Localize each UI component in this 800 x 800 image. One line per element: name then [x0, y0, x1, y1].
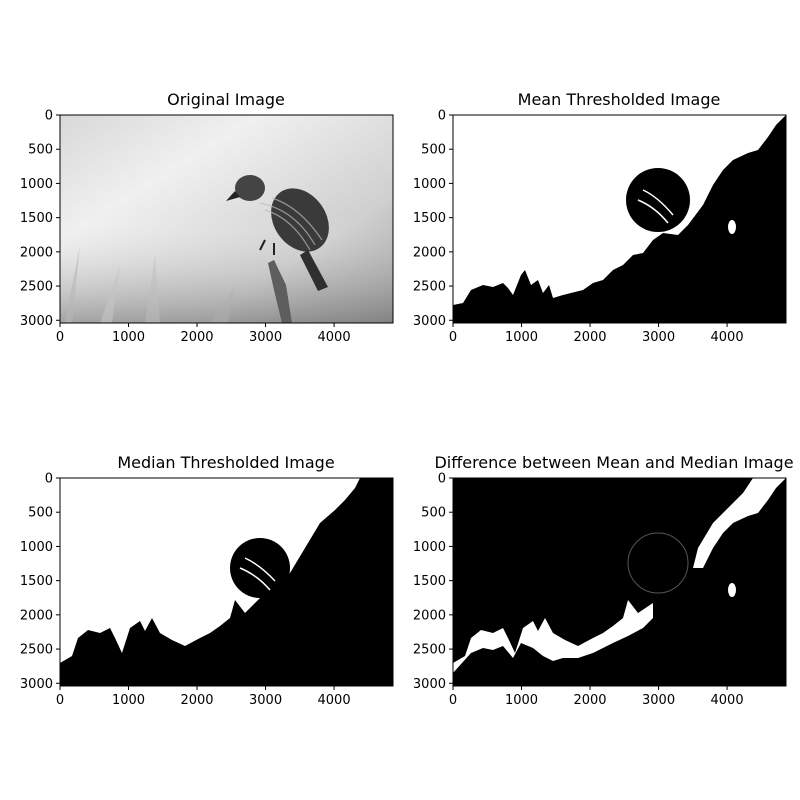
y-tick-label: 500	[421, 143, 446, 158]
diff-bird-outline	[627, 532, 689, 594]
x-tick-label: 3000	[249, 693, 282, 708]
y-tick-label: 0	[438, 109, 446, 124]
y-tick-label: 2500	[413, 643, 446, 658]
x-tick-label: 1000	[505, 693, 538, 708]
y-tick-label: 0	[45, 109, 53, 124]
x-ticks: 0 1000 2000 3000 4000	[56, 323, 351, 345]
y-tick-label: 1000	[20, 177, 53, 192]
x-tick-label: 4000	[711, 330, 744, 345]
axes-median: 0 1000 2000 3000 4000 0 500 1000 1500 2000 2500 30…	[20, 472, 394, 708]
x-tick-label: 2000	[573, 693, 606, 708]
x-tick-label: 3000	[642, 330, 675, 345]
y-tick-label: 500	[421, 506, 446, 521]
mask-white-spot	[728, 220, 736, 234]
axes-frame	[452, 114, 787, 324]
y-tick-label: 3000	[413, 314, 446, 329]
panel-title-difference: Difference between Mean and Median Image	[434, 453, 794, 472]
y-tick-label: 3000	[20, 677, 53, 692]
bird-stripes	[259, 197, 323, 251]
axes-frame	[59, 114, 394, 324]
diff-white-band	[453, 600, 653, 673]
y-tick-label: 2500	[413, 280, 446, 295]
y-tick-label: 1000	[20, 540, 53, 555]
y-tick-label: 1500	[413, 211, 446, 226]
y-tick-label: 3000	[413, 677, 446, 692]
x-tick-label: 1000	[112, 330, 145, 345]
x-tick-label: 2000	[573, 330, 606, 345]
axes-frame	[59, 477, 394, 687]
x-tick-label: 1000	[505, 330, 538, 345]
x-tick-label: 0	[56, 330, 64, 345]
y-tick-label: 3000	[20, 314, 53, 329]
mask-white-spot	[728, 583, 736, 597]
grass-blade	[145, 255, 160, 323]
axes-mean: 0 1000 2000 3000 4000 0 500 1000 1500 2000 2500 30…	[413, 109, 787, 345]
y-tick-label: 1500	[413, 574, 446, 589]
branch	[268, 260, 292, 323]
y-tick-label: 1000	[413, 177, 446, 192]
panel-title-original: Original Image	[167, 90, 285, 109]
x-tick-label: 1000	[112, 693, 145, 708]
x-tick-label: 2000	[180, 330, 213, 345]
x-tick-label: 0	[449, 693, 457, 708]
grass-blade	[100, 265, 120, 323]
y-tick-label: 0	[438, 472, 446, 487]
x-tick-label: 0	[449, 330, 457, 345]
y-tick-label: 2500	[20, 643, 53, 658]
mask-black-region	[453, 115, 786, 323]
x-ticks: 0 1000 2000 3000 4000	[56, 686, 351, 708]
bird-beak	[226, 191, 240, 201]
y-ticks: 0 500 1000 1500 2000 2500 3000	[413, 472, 453, 692]
y-ticks: 0 500 1000 1500 2000 2500 3000	[413, 109, 453, 329]
y-tick-label: 500	[28, 143, 53, 158]
panel-title-mean: Mean Thresholded Image	[517, 90, 721, 109]
mask-bird-stripes	[637, 189, 674, 224]
x-tick-label: 4000	[318, 693, 351, 708]
x-ticks: 0 1000 2000 3000 4000	[449, 686, 744, 708]
y-tick-label: 2500	[20, 280, 53, 295]
y-tick-label: 2000	[20, 608, 53, 623]
grass-blade	[65, 245, 80, 323]
y-tick-label: 1500	[20, 574, 53, 589]
bird-tail	[300, 250, 328, 291]
bird-legs	[259, 239, 275, 255]
y-tick-label: 2000	[20, 245, 53, 260]
x-ticks: 0 1000 2000 3000 4000	[449, 323, 744, 345]
x-tick-label: 3000	[642, 693, 675, 708]
y-tick-label: 500	[28, 506, 53, 521]
x-tick-label: 3000	[249, 330, 282, 345]
y-tick-label: 2000	[413, 608, 446, 623]
axes-original: 0 1000 2000 3000 4000 0 500 1000 1500 2000 2500 30…	[20, 109, 394, 345]
y-tick-label: 2000	[413, 245, 446, 260]
x-tick-label: 4000	[318, 330, 351, 345]
y-ticks: 0 500 1000 1500 2000 2500 3000	[20, 109, 60, 329]
diff-white-upper	[693, 478, 786, 568]
y-tick-label: 1000	[413, 540, 446, 555]
panel-title-median: Median Thresholded Image	[117, 453, 335, 472]
y-tick-label: 1500	[20, 211, 53, 226]
x-tick-label: 0	[56, 693, 64, 708]
axes-frame	[452, 477, 787, 687]
y-tick-label: 0	[45, 472, 53, 487]
mask-bird-stripes	[239, 557, 276, 591]
x-tick-label: 4000	[711, 693, 744, 708]
mask-black-region	[60, 478, 393, 686]
y-ticks: 0 500 1000 1500 2000 2500 3000	[20, 472, 60, 692]
grass-blade	[210, 285, 235, 323]
bird-head	[235, 175, 265, 201]
x-tick-label: 2000	[180, 693, 213, 708]
axes-difference: 0 1000 2000 3000 4000 0 500 1000 1500 2000 2500 30…	[413, 472, 787, 708]
